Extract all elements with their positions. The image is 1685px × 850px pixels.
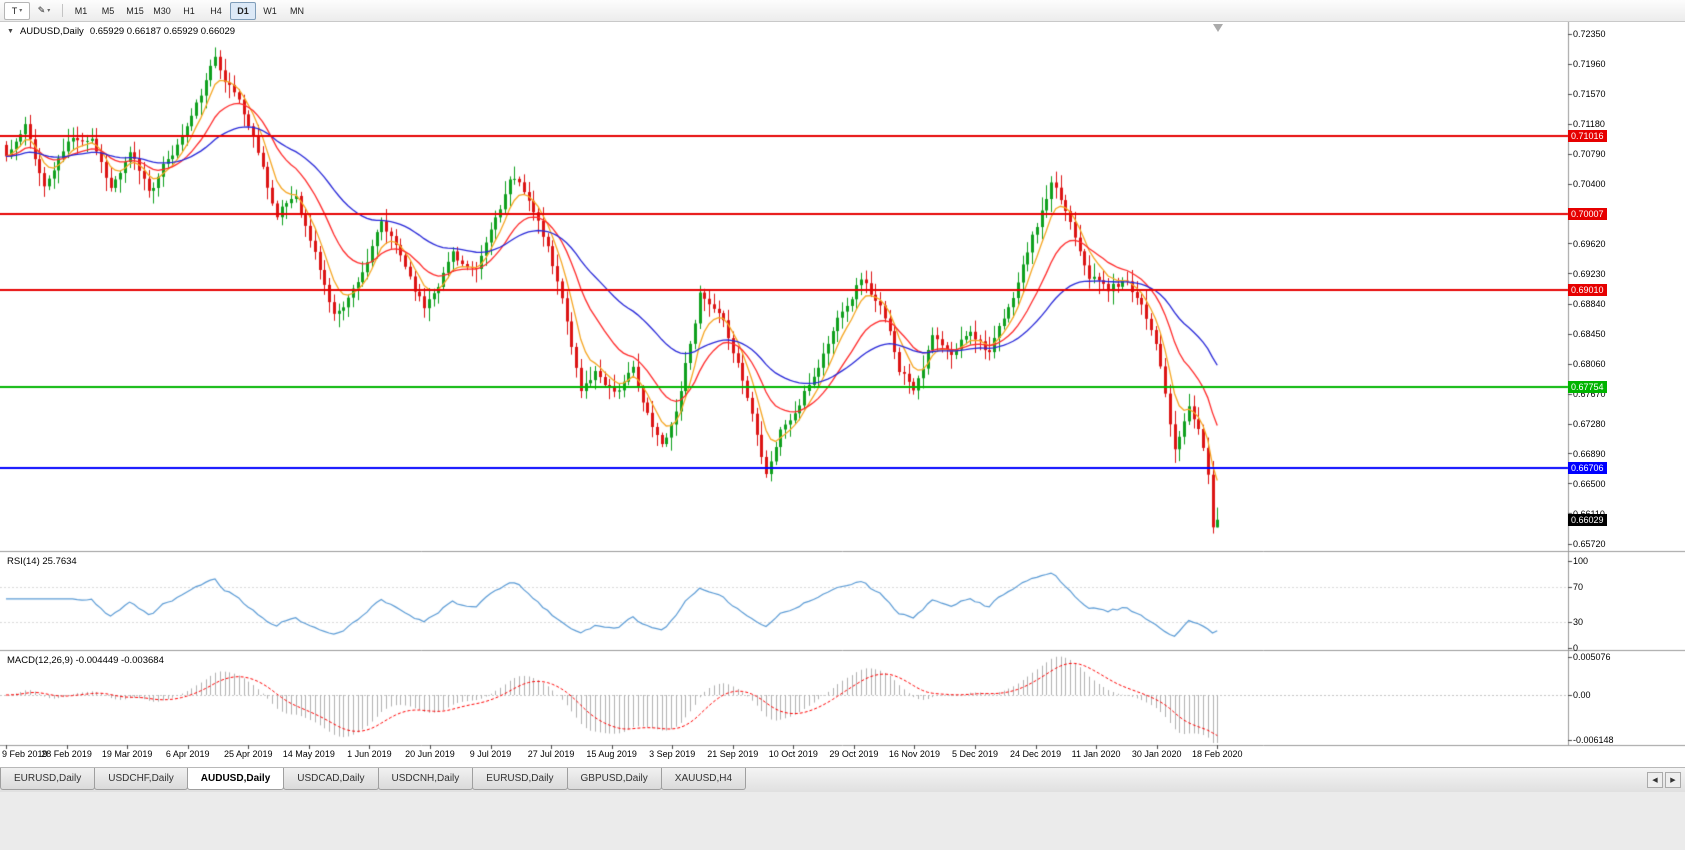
chart-shift-marker[interactable] — [1213, 24, 1224, 32]
price-axis-label: 0.71570 — [1573, 88, 1606, 99]
tab-usdchf-daily[interactable]: USDCHF,Daily — [94, 768, 188, 790]
date-axis-label: 11 Jan 2020 — [1071, 749, 1121, 759]
date-axis-label: 9 Jul 2019 — [469, 749, 512, 759]
rsi-axis-label: 0 — [1573, 643, 1579, 653]
price-axis-label: 0.68450 — [1573, 328, 1606, 339]
toolbar-separator — [62, 4, 63, 17]
price-axis-label: 0.67670 — [1573, 388, 1606, 399]
draw-tool-button[interactable]: ✎ ▾ — [31, 2, 57, 20]
price-axis-label: 0.72350 — [1573, 28, 1606, 39]
tab-audusd-daily[interactable]: AUDUSD,Daily — [186, 768, 285, 790]
timeframe-m5[interactable]: M5 — [101, 5, 115, 16]
chart-type-button[interactable]: T ▾ — [4, 1, 30, 20]
date-axis-label: 19 Mar 2019 — [101, 749, 153, 759]
date-axis-label: 3 Sep 2019 — [649, 749, 696, 759]
date-axis-label: 14 May 2019 — [282, 749, 335, 759]
timeframe-m30[interactable]: M30 — [153, 5, 171, 16]
date-axis-label: 28 Feb 2019 — [41, 749, 92, 759]
chart-tabs: EURUSD,Daily USDCHF,Daily AUDUSD,Daily USDC… — [0, 768, 747, 790]
date-axis-label: 24 Dec 2019 — [1010, 749, 1062, 759]
date-axis-label: 18 Feb 2020 — [1191, 749, 1243, 759]
chevron-down-icon: ▾ — [19, 8, 23, 14]
rsi-axis-label: 100 — [1573, 556, 1589, 566]
current-price-badge: 0.66029 — [1568, 513, 1607, 526]
timeframe-m15[interactable]: M15 — [126, 5, 144, 16]
timeframe-w1[interactable]: W1 — [263, 5, 277, 16]
status-area — [0, 791, 1685, 850]
macd-label: MACD(12,26,9) -0.004449 -0.003684 — [7, 655, 164, 666]
date-axis-label: 1 Jun 2019 — [347, 749, 392, 759]
timeframe-m1[interactable]: M1 — [74, 5, 88, 16]
price-axis-label: 0.70790 — [1573, 148, 1606, 159]
price-axis-label: 0.66890 — [1573, 448, 1606, 459]
timeframe-d1[interactable]: D1 — [230, 1, 256, 20]
rsi-label: RSI(14) 25.7634 — [7, 556, 77, 567]
date-axis-label: 15 Aug 2019 — [586, 749, 637, 759]
price-axis-label: 0.70400 — [1573, 178, 1606, 189]
price-axis-label: 0.67280 — [1573, 418, 1606, 429]
timeframe-mn[interactable]: MN — [290, 5, 304, 16]
chart-tabbar: EURUSD,Daily USDCHF,Daily AUDUSD,Daily USDC… — [0, 767, 1685, 792]
tab-usdcnh-daily[interactable]: USDCNH,Daily — [377, 768, 474, 790]
date-axis-label: 27 Jul 2019 — [527, 749, 575, 759]
macd-axis-label: -0.006148 — [1573, 735, 1614, 746]
price-level-badge: 0.70007 — [1568, 207, 1607, 220]
tab-xauusd-h4[interactable]: XAUUSD,H4 — [660, 768, 747, 790]
timeframe-buttons: M1 M5 M15 M30 H1 H4 D1 W1 MN — [68, 1, 310, 20]
chart-ohlc: 0.65929 0.66187 0.65929 0.66029 — [89, 26, 236, 37]
pencil-icon: ✎ — [37, 5, 46, 15]
timeframe-h4[interactable]: H4 — [210, 5, 222, 16]
macd-axis-label: 0.005076 — [1573, 652, 1611, 663]
tab-scroll-right-button[interactable]: ▶ — [1665, 772, 1681, 788]
date-axis-label: 10 Oct 2019 — [768, 749, 818, 759]
chart-type-button-label: T — [11, 5, 18, 16]
price-axis-label: 0.66500 — [1573, 478, 1606, 489]
chart-symbol: AUDUSD,Daily — [19, 26, 84, 37]
timeframe-h1[interactable]: H1 — [183, 5, 195, 16]
tab-eurusd-daily[interactable]: EURUSD,Daily — [0, 768, 96, 790]
date-axis-label: 6 Apr 2019 — [165, 749, 210, 759]
chevron-down-icon: ▾ — [47, 8, 51, 14]
price-axis-label: 0.69620 — [1573, 238, 1606, 249]
chart-title: ▼ AUDUSD,Daily 0.65929 0.66187 0.65929 0… — [7, 26, 235, 37]
collapse-icon[interactable]: ▼ — [7, 28, 14, 35]
date-axis-label: 9 Feb 2019 — [2, 749, 48, 759]
date-axis-label: 29 Oct 2019 — [829, 749, 879, 759]
tab-eurusd-daily[interactable]: EURUSD,Daily — [472, 768, 568, 790]
date-axis-label: 25 Apr 2019 — [223, 749, 273, 759]
price-axis-label: 0.68060 — [1573, 358, 1606, 369]
macd-axis-label: 0.00 — [1573, 690, 1591, 700]
date-axis-label: 30 Jan 2020 — [1131, 749, 1182, 759]
price-axis-label: 0.68840 — [1573, 298, 1606, 309]
toolbar: T ▾ ✎ ▾ M1 M5 M15 M30 H1 H4 D1 W1 MN — [0, 0, 1685, 22]
left-arrow-icon: ◀ — [1652, 777, 1658, 784]
right-arrow-icon: ▶ — [1670, 777, 1676, 784]
price-axis-label: 0.69230 — [1573, 268, 1606, 279]
date-axis-label: 20 Jun 2019 — [405, 749, 455, 759]
price-axis-label: 0.66110 — [1573, 509, 1605, 519]
date-axis-label: 16 Nov 2019 — [888, 749, 940, 759]
price-axis-label: 0.65720 — [1573, 538, 1606, 549]
price-axis-label: 0.71960 — [1573, 58, 1606, 69]
rsi-axis-label: 70 — [1573, 582, 1584, 593]
tab-usdcad-daily[interactable]: USDCAD,Daily — [283, 768, 379, 790]
price-level-badge: 0.66706 — [1568, 461, 1607, 474]
tab-gbpusd-daily[interactable]: GBPUSD,Daily — [566, 768, 662, 790]
date-axis-label: 21 Sep 2019 — [707, 749, 759, 759]
rsi-axis-label: 30 — [1573, 616, 1584, 627]
price-level-badge: 0.69010 — [1568, 284, 1607, 297]
tab-scroll-left-button[interactable]: ◀ — [1647, 772, 1663, 788]
chart-canvas[interactable] — [0, 0, 1685, 767]
date-axis-label: 5 Dec 2019 — [951, 749, 999, 759]
tab-scroll-buttons: ◀ ▶ — [1647, 772, 1681, 788]
price-axis-label: 0.71180 — [1573, 118, 1605, 129]
price-level-badge: 0.71016 — [1568, 130, 1607, 143]
price-level-badge: 0.67754 — [1568, 381, 1607, 394]
